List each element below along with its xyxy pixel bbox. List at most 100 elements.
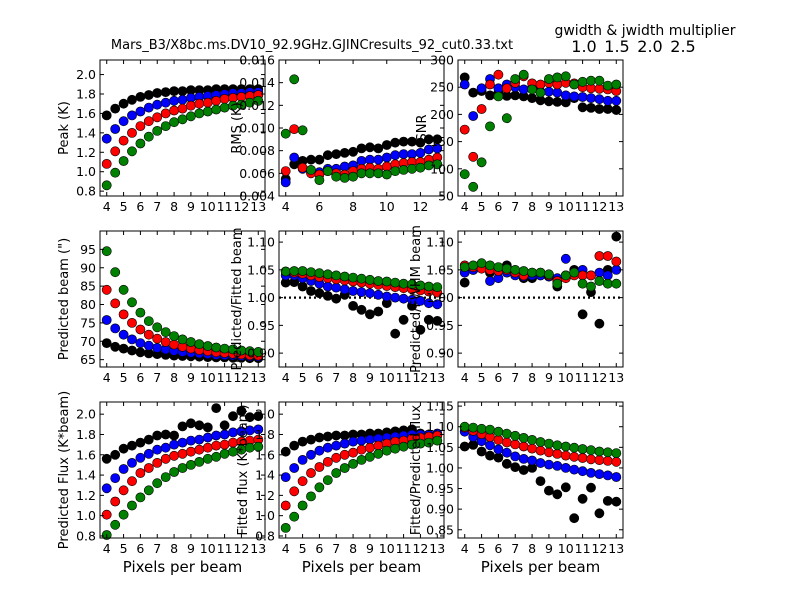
subplot-4: 4 5 6 7 8 9 10 11 12 13 65 70 75 80 85 90 95 Predicted be…	[57, 230, 266, 385]
data-point	[390, 292, 401, 303]
data-point	[289, 440, 300, 451]
data-point	[560, 71, 571, 82]
data-point	[348, 146, 358, 157]
data-point	[415, 324, 426, 335]
data-point	[356, 143, 367, 154]
data-point	[348, 447, 358, 458]
data-point	[459, 124, 470, 135]
data-point	[602, 447, 613, 458]
x-tick-label: 13	[608, 370, 624, 385]
series-1	[101, 424, 264, 494]
data-point	[289, 266, 300, 276]
y-tick-label: 0.85	[426, 522, 454, 537]
x-tick-label: 13	[608, 541, 624, 556]
y-tick-label: 1.00	[247, 290, 275, 305]
series-3	[280, 266, 443, 292]
data-point	[594, 446, 605, 457]
x-tick-label: 8	[349, 199, 357, 214]
data-point	[152, 322, 163, 333]
data-point	[306, 434, 316, 445]
data-point	[510, 90, 521, 101]
data-point	[501, 428, 512, 439]
data-point	[611, 256, 622, 267]
data-point	[501, 263, 512, 274]
y-tick-label: 2.0	[76, 67, 96, 82]
data-point	[364, 288, 375, 299]
data-point	[468, 151, 479, 162]
data-point	[331, 270, 342, 281]
data-point	[152, 430, 163, 441]
data-point	[297, 500, 308, 511]
y-tick-label: 90	[80, 260, 96, 275]
x-tick-label: 10	[200, 370, 216, 385]
data-point	[339, 463, 350, 473]
data-point	[143, 434, 154, 445]
data-point	[211, 440, 222, 451]
data-point	[348, 300, 358, 311]
data-point	[544, 74, 554, 84]
data-point	[297, 476, 308, 487]
data-point	[169, 339, 179, 350]
data-point	[118, 509, 129, 520]
data-point	[135, 324, 146, 335]
data-point	[373, 289, 384, 300]
data-point	[339, 147, 350, 158]
data-point	[476, 157, 487, 168]
data-point	[152, 88, 163, 98]
data-point	[594, 75, 605, 86]
y-axis-label: Peak (K)	[57, 101, 72, 155]
data-point	[110, 341, 121, 352]
figure-title: Mars_B3/X8bc.ms.DV10_92.9GHz.GJINCresult…	[111, 38, 513, 53]
data-point	[493, 262, 504, 272]
data-point	[289, 124, 300, 135]
y-axis-label: Predicted beam (")	[57, 238, 72, 360]
data-point	[306, 164, 316, 175]
data-point	[331, 149, 342, 159]
data-point	[211, 104, 222, 115]
x-tick-label: 9	[545, 370, 553, 385]
series-3	[101, 441, 264, 540]
x-tick-label: 8	[170, 370, 178, 385]
x-tick-label: 13	[429, 541, 445, 556]
subplot-7: 4 5 6 7 8 9 10 11 12 13 0.8 1.0 1.2 1.4 1.6 1.8 2.0 Predi…	[57, 391, 266, 576]
data-point	[289, 74, 300, 85]
data-point	[331, 468, 342, 478]
data-point	[527, 434, 537, 445]
data-point	[280, 166, 291, 176]
x-tick-label: 6	[494, 370, 502, 385]
data-point	[177, 448, 188, 459]
data-point	[364, 451, 375, 462]
x-tick-label: 5	[120, 199, 128, 214]
data-point	[160, 472, 171, 482]
y-tick-label: 1.00	[426, 460, 454, 475]
data-point	[127, 334, 137, 345]
data-point	[356, 168, 367, 179]
data-point	[177, 86, 188, 96]
data-point	[314, 175, 325, 185]
data-point	[322, 431, 333, 442]
y-tick-label: 1.05	[247, 262, 275, 277]
data-point	[297, 281, 308, 292]
y-axis-label: Predicted/FWHM beam	[409, 225, 424, 373]
data-point	[398, 441, 409, 452]
y-tick-label: 0.95	[247, 318, 275, 333]
x-tick-label: 9	[187, 370, 195, 385]
data-point	[101, 110, 112, 121]
data-point	[297, 125, 308, 136]
data-point	[381, 169, 392, 180]
data-point	[143, 90, 154, 100]
series-3	[280, 435, 443, 533]
data-point	[577, 102, 588, 113]
x-tick-label: 12	[233, 199, 249, 214]
data-point	[135, 92, 146, 102]
series-3	[280, 74, 443, 185]
data-point	[331, 282, 342, 293]
series-3	[459, 421, 622, 458]
x-tick-label: 4	[461, 370, 469, 385]
series-0	[101, 403, 264, 464]
x-tick-label: 7	[153, 199, 161, 214]
data-point	[459, 441, 470, 452]
x-tick-label: 5	[299, 370, 307, 385]
data-point	[510, 462, 521, 472]
y-tick-label: 0.8	[255, 528, 275, 543]
